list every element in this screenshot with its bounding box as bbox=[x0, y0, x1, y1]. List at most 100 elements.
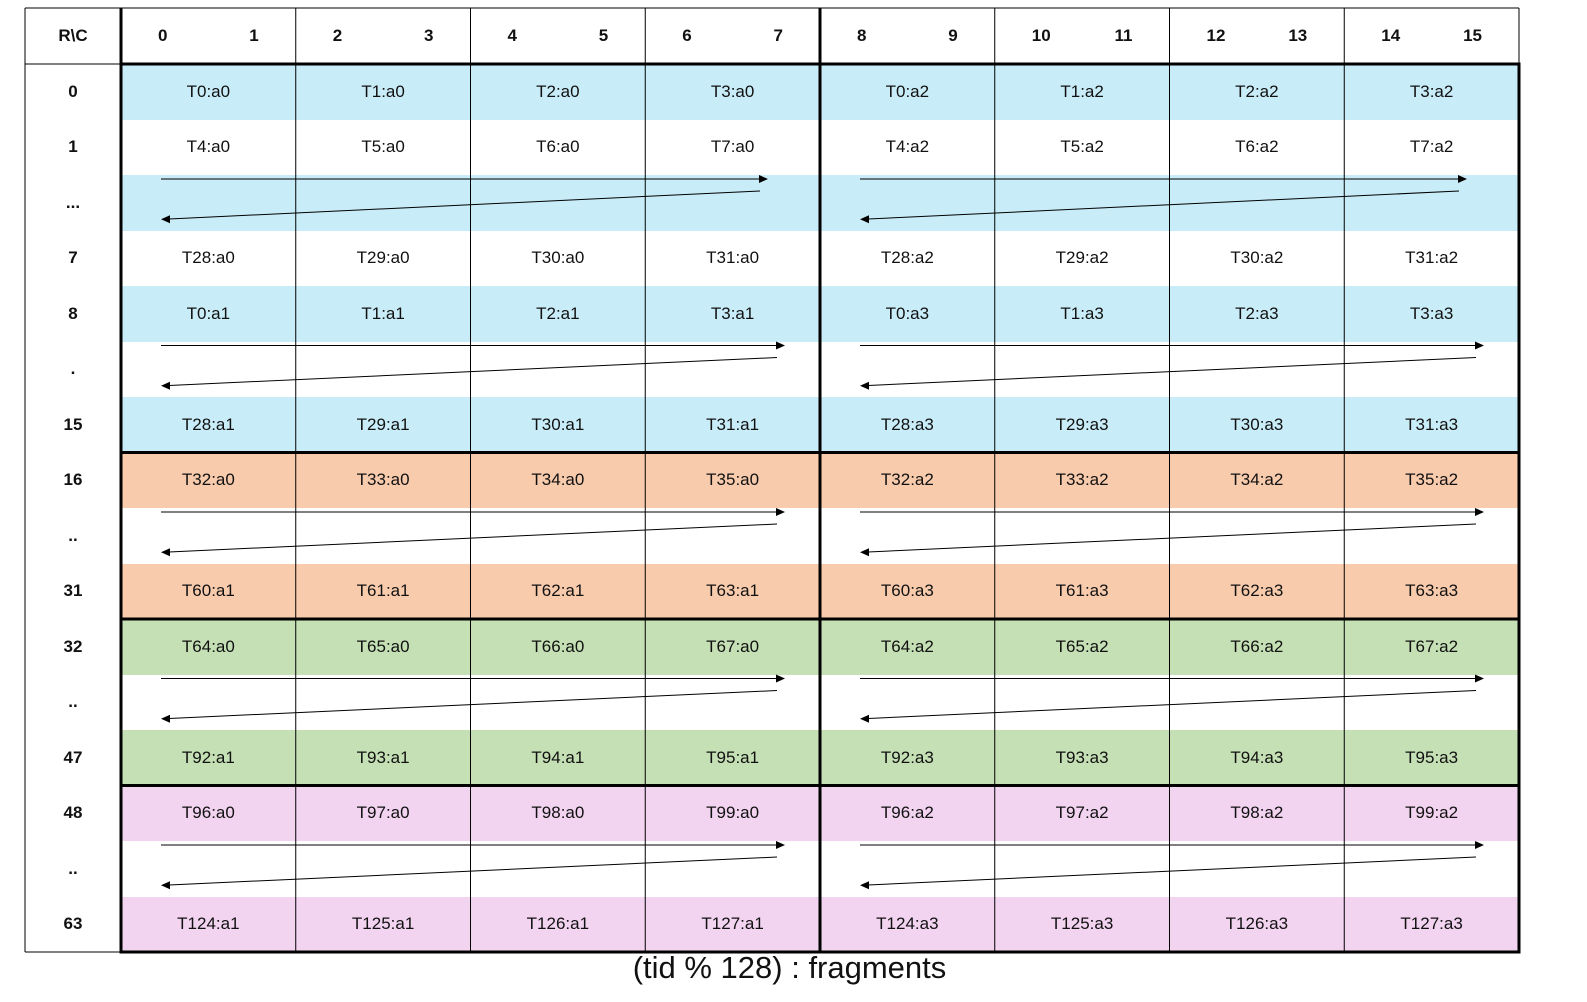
fragment-cell: T4:a2 bbox=[820, 120, 995, 176]
fragment-cell: T1:a2 bbox=[995, 64, 1170, 120]
arrow-head-icon bbox=[1475, 508, 1484, 516]
fragment-label: T32:a2 bbox=[880, 470, 934, 490]
fragment-label: T92:a1 bbox=[181, 747, 235, 767]
return-arrow bbox=[168, 190, 761, 220]
fragment-label: T60:a3 bbox=[880, 581, 934, 601]
fragment-cell: T30:a0 bbox=[471, 231, 646, 287]
row-label: 7 bbox=[25, 231, 121, 287]
fragment-cell: T1:a3 bbox=[995, 286, 1170, 342]
return-arrow bbox=[867, 856, 1477, 886]
fragment-label: T29:a1 bbox=[356, 414, 410, 434]
arrow-head-icon bbox=[161, 548, 170, 557]
fragment-cell: T3:a3 bbox=[1344, 286, 1519, 342]
return-arrow bbox=[168, 856, 778, 886]
fragment-cell: T67:a2 bbox=[1344, 619, 1519, 675]
fragment-cell: T92:a3 bbox=[820, 730, 995, 786]
column-index: 3 bbox=[424, 26, 434, 45]
fragment-cell: T94:a1 bbox=[471, 730, 646, 786]
fragment-label: T30:a3 bbox=[1230, 414, 1284, 434]
fragment-label: T0:a0 bbox=[186, 81, 231, 101]
fragment-label: T63:a3 bbox=[1405, 581, 1459, 601]
fragment-cell: T31:a2 bbox=[1344, 231, 1519, 287]
fragment-cell: T64:a0 bbox=[121, 619, 296, 675]
fragment-cell: T62:a1 bbox=[471, 564, 646, 620]
fragment-label: T30:a1 bbox=[531, 414, 585, 434]
fragment-cell: T35:a0 bbox=[645, 453, 820, 509]
column-index: 13 bbox=[1288, 26, 1308, 45]
fragment-cell: T5:a0 bbox=[296, 120, 471, 176]
arrow-head-icon bbox=[776, 674, 785, 683]
fragment-cell: T2:a0 bbox=[471, 64, 646, 120]
return-arrow bbox=[867, 523, 1477, 553]
fragment-cell: T66:a0 bbox=[471, 619, 646, 675]
row-label: 48 bbox=[25, 786, 121, 842]
fragment-label: T3:a3 bbox=[1409, 303, 1454, 323]
arrow-head-icon bbox=[776, 841, 785, 849]
fragment-label: T61:a3 bbox=[1055, 581, 1109, 601]
fragment-label: T126:a3 bbox=[1225, 914, 1289, 934]
fragment-label: T7:a2 bbox=[1409, 137, 1454, 157]
fragment-label: T4:a2 bbox=[885, 137, 930, 157]
fragment-cell: T125:a3 bbox=[995, 897, 1170, 953]
fragment-label: T62:a1 bbox=[531, 581, 585, 601]
row-label-text: 63 bbox=[63, 914, 83, 934]
fragment-cell: T5:a2 bbox=[995, 120, 1170, 176]
column-header: 14 15 bbox=[1344, 8, 1519, 64]
fragment-cell: T64:a2 bbox=[820, 619, 995, 675]
fragment-cell: T65:a2 bbox=[995, 619, 1170, 675]
fragment-cell: T67:a0 bbox=[645, 619, 820, 675]
fragment-cell: T96:a0 bbox=[121, 786, 296, 842]
row-label-text: .. bbox=[68, 858, 78, 878]
fragment-label: T1:a0 bbox=[361, 81, 405, 101]
column-header-pair: 14 15 bbox=[1344, 26, 1519, 46]
fragment-cell: T29:a1 bbox=[296, 397, 471, 453]
row-label-text: ... bbox=[65, 192, 81, 212]
corner-header: R\C bbox=[25, 8, 121, 64]
fragment-label: T28:a0 bbox=[181, 248, 235, 268]
row-label: 16 bbox=[25, 453, 121, 509]
caption-text: (tid % 128) : fragments bbox=[632, 950, 947, 985]
fragment-label: T97:a0 bbox=[356, 803, 410, 823]
fragment-label: T28:a3 bbox=[880, 414, 934, 434]
fragment-cell: T32:a0 bbox=[121, 453, 296, 509]
fragment-cell: T7:a2 bbox=[1344, 120, 1519, 176]
fragment-label: T31:a1 bbox=[706, 414, 760, 434]
row-label-text: 31 bbox=[63, 581, 83, 601]
fragment-cell: T125:a1 bbox=[296, 897, 471, 953]
fragment-cell: T66:a2 bbox=[1170, 619, 1345, 675]
fragment-label: T30:a0 bbox=[531, 248, 585, 268]
fragment-cell: T95:a1 bbox=[645, 730, 820, 786]
column-header-pair: 10 11 bbox=[995, 26, 1170, 46]
fragment-cell: T35:a2 bbox=[1344, 453, 1519, 509]
column-index: 6 bbox=[682, 26, 692, 45]
row-label: .. bbox=[25, 508, 121, 564]
fragment-label: T3:a2 bbox=[1409, 81, 1454, 101]
fragment-cell: T124:a3 bbox=[820, 897, 995, 953]
fragment-label: T0:a1 bbox=[186, 303, 231, 323]
fragment-cell: T92:a1 bbox=[121, 730, 296, 786]
fragment-cell: T32:a2 bbox=[820, 453, 995, 509]
fragment-label: T125:a3 bbox=[1050, 914, 1114, 934]
fragment-label: T28:a2 bbox=[880, 248, 934, 268]
fragment-cell: T94:a3 bbox=[1170, 730, 1345, 786]
fragment-label: T65:a2 bbox=[1055, 636, 1109, 656]
fragment-cell: T28:a3 bbox=[820, 397, 995, 453]
fragment-label: T34:a0 bbox=[531, 470, 585, 490]
column-header: 10 11 bbox=[995, 8, 1170, 64]
fragment-label: T5:a0 bbox=[361, 137, 405, 157]
row-label-text: 16 bbox=[63, 470, 83, 490]
fragment-label: T31:a2 bbox=[1405, 248, 1459, 268]
row-label: 31 bbox=[25, 564, 121, 620]
fragment-cell: T30:a3 bbox=[1170, 397, 1345, 453]
column-header-pair: 12 13 bbox=[1170, 26, 1345, 46]
fragment-cell: T63:a1 bbox=[645, 564, 820, 620]
fragment-label: T34:a2 bbox=[1230, 470, 1284, 490]
fragment-cell: T127:a1 bbox=[645, 897, 820, 953]
fragment-cell: T29:a3 bbox=[995, 397, 1170, 453]
fragment-cell: T28:a2 bbox=[820, 231, 995, 287]
column-index: 7 bbox=[773, 26, 783, 45]
row-label: 63 bbox=[25, 897, 121, 953]
row-label: 1 bbox=[25, 120, 121, 176]
fragment-cell: T97:a2 bbox=[995, 786, 1170, 842]
